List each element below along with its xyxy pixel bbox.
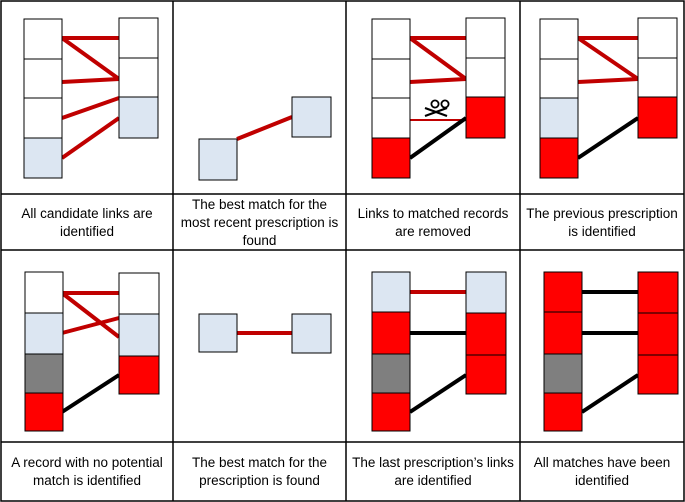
candidate-link — [61, 96, 120, 120]
record-box — [539, 18, 579, 60]
panel-7-graphic — [371, 271, 507, 432]
panel-5-caption: A record with no potential match is iden… — [11, 455, 163, 488]
record-box — [543, 271, 583, 313]
record-box — [371, 271, 411, 313]
record-box — [465, 57, 506, 98]
record-box — [291, 96, 332, 138]
record-box — [543, 353, 583, 394]
panel-1-graphic — [23, 17, 159, 179]
record-box — [118, 272, 160, 315]
record-box — [465, 271, 507, 314]
record-box — [23, 58, 63, 99]
record-box — [637, 17, 678, 59]
panel-7-caption: The last prescription’s links are identi… — [352, 455, 514, 488]
candidate-link — [408, 36, 468, 81]
record-box — [637, 57, 678, 98]
record-box — [371, 58, 411, 99]
record-box — [637, 312, 679, 356]
record-box — [465, 354, 507, 395]
record-box — [118, 355, 160, 395]
record-box — [198, 138, 238, 181]
panel-4-caption: The previous prescription is identified — [526, 205, 678, 239]
candidate-link — [60, 36, 121, 81]
candidate-link — [409, 77, 467, 84]
panel-4-graphic — [539, 17, 678, 179]
candidate-link — [60, 116, 121, 160]
record-box — [291, 313, 332, 354]
candidate-link — [60, 291, 121, 339]
record-box — [371, 137, 411, 179]
scissors-icon — [424, 99, 450, 118]
best-match-link — [236, 115, 293, 141]
record-box — [371, 311, 411, 355]
matched-link — [408, 373, 468, 414]
matched-link — [576, 116, 640, 160]
candidate-link — [577, 77, 639, 84]
panel-6-caption: The best match for the prescription is f… — [191, 455, 328, 488]
record-box — [371, 97, 411, 139]
panel-5-graphic — [24, 271, 160, 432]
panel-6-graphic — [198, 313, 332, 354]
record-box — [543, 392, 583, 432]
record-box — [118, 17, 159, 59]
record-box — [543, 311, 583, 355]
candidate-link — [61, 77, 120, 84]
record-box — [539, 97, 579, 139]
record-box — [23, 97, 63, 139]
record-box — [371, 353, 411, 394]
record-box — [24, 312, 64, 355]
record-box — [118, 313, 160, 357]
record-box — [118, 96, 159, 139]
matched-link — [580, 373, 640, 414]
record-box — [637, 271, 679, 314]
panel-3-caption: Links to matched records are removed — [357, 205, 509, 239]
candidate-link — [576, 36, 640, 81]
record-box — [118, 57, 159, 98]
matched-link — [60, 373, 121, 414]
panel-3-graphic — [371, 17, 506, 179]
record-box — [23, 18, 63, 60]
record-box — [371, 392, 411, 432]
candidate-link — [61, 316, 120, 335]
panel-8-caption: All matches have been identified — [533, 455, 671, 488]
record-box — [23, 137, 63, 179]
panel-2-graphic — [198, 96, 332, 181]
matched-link — [408, 116, 468, 160]
record-box — [371, 18, 411, 60]
record-box — [24, 271, 64, 314]
record-box — [465, 312, 507, 356]
record-box — [198, 313, 238, 353]
panel-8-graphic — [543, 271, 679, 432]
panel-2-caption: The best match for the most recent presc… — [180, 196, 339, 248]
record-box — [24, 392, 64, 432]
record-box — [637, 96, 678, 139]
record-box — [465, 17, 506, 59]
record-box — [637, 354, 679, 395]
record-box — [24, 353, 64, 394]
record-box — [539, 58, 579, 99]
record-box — [465, 96, 506, 139]
panel-1-caption: All candidate links are identified — [21, 205, 153, 239]
record-box — [539, 137, 579, 179]
